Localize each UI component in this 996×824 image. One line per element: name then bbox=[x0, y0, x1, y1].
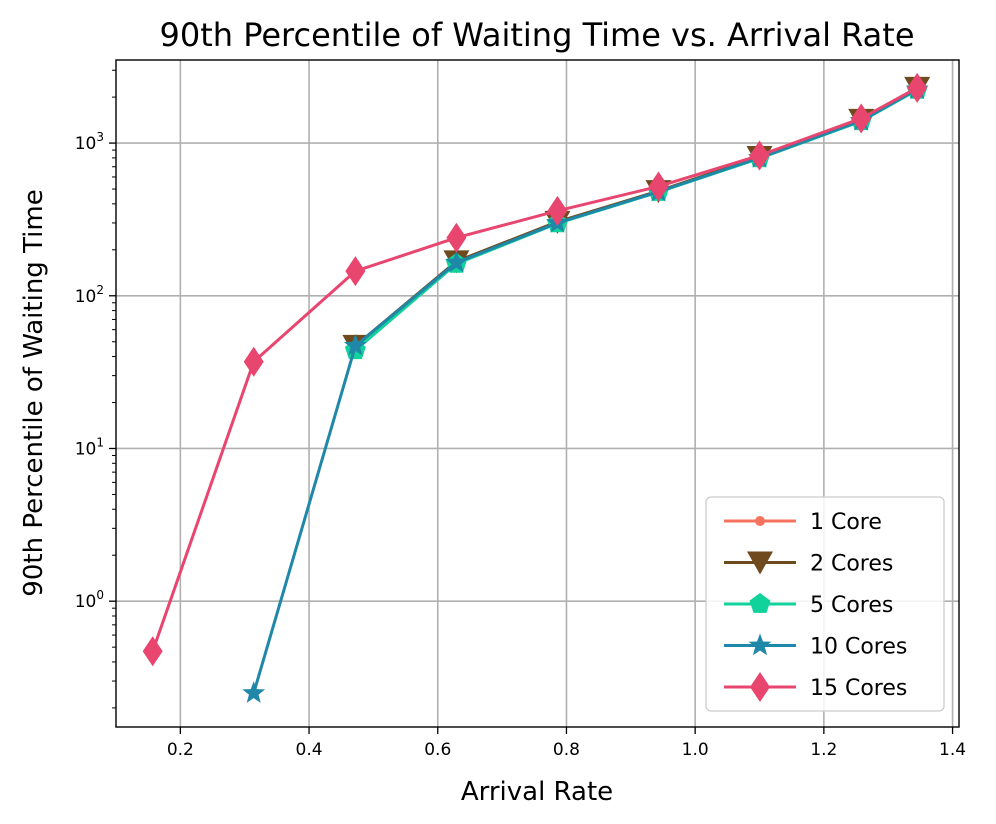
y-tick-exponent: 2 bbox=[96, 283, 104, 297]
plot-area-frame bbox=[115, 59, 960, 728]
grid-lines bbox=[116, 60, 959, 727]
y-tick-label: 103 bbox=[75, 130, 104, 154]
data-point bbox=[343, 333, 367, 356]
legend-label: 1 Core bbox=[810, 510, 882, 535]
series-line bbox=[252, 87, 918, 694]
data-point bbox=[445, 250, 468, 273]
x-tick-label: 0.8 bbox=[553, 740, 580, 760]
data-point bbox=[345, 256, 366, 287]
data-point bbox=[142, 636, 163, 667]
data-point bbox=[446, 222, 467, 253]
x-tick-label: 1.4 bbox=[939, 740, 966, 760]
data-point bbox=[749, 140, 770, 171]
x-tick-label: 1.2 bbox=[810, 740, 837, 760]
data-series bbox=[142, 72, 931, 703]
legend-marker bbox=[750, 672, 770, 702]
chart-title: 90th Percentile of Waiting Time vs. Arri… bbox=[159, 16, 914, 54]
series-2-cores bbox=[342, 76, 931, 358]
data-point bbox=[243, 346, 264, 377]
y-axis-label: 90th Percentile of Waiting Time bbox=[19, 189, 49, 596]
y-tick-exponent: 1 bbox=[96, 435, 104, 449]
legend-marker bbox=[755, 516, 765, 526]
data-point bbox=[547, 195, 568, 226]
legend-marker bbox=[747, 551, 773, 575]
legend-label: 5 Cores bbox=[810, 593, 893, 618]
legend-label: 15 Cores bbox=[810, 676, 907, 701]
y-tick-exponent: 0 bbox=[96, 588, 104, 602]
y-tick-label: 100 bbox=[75, 588, 104, 612]
legend-label: 10 Cores bbox=[810, 635, 907, 660]
x-tick-label: 0.2 bbox=[167, 740, 194, 760]
data-point bbox=[907, 72, 928, 103]
x-tick-label: 0.4 bbox=[296, 740, 323, 760]
y-tick-base: 10 bbox=[75, 592, 97, 612]
legend: 1 Core 2 Cores 5 Cores 10 Cores 15 Cores bbox=[705, 496, 945, 712]
y-tick-exponent: 3 bbox=[96, 130, 104, 144]
series-1-core bbox=[350, 84, 923, 353]
data-point bbox=[648, 171, 669, 202]
data-point bbox=[851, 103, 872, 134]
x-axis-label: Arrival Rate bbox=[461, 777, 613, 807]
data-point bbox=[242, 681, 266, 703]
series-15-cores bbox=[142, 72, 928, 667]
legend-box bbox=[705, 496, 945, 712]
legend-marker bbox=[748, 633, 772, 656]
legend-label: 2 Cores bbox=[810, 552, 893, 577]
x-tick-label: 0.6 bbox=[424, 740, 451, 760]
y-tick-base: 10 bbox=[75, 287, 97, 307]
y-tick-base: 10 bbox=[75, 439, 97, 459]
y-tick-label: 102 bbox=[75, 283, 104, 307]
legend-marker bbox=[749, 593, 771, 613]
y-tick-label: 101 bbox=[75, 435, 104, 459]
x-tick-label: 1.0 bbox=[682, 740, 709, 760]
y-tick-base: 10 bbox=[75, 134, 97, 154]
series-line bbox=[354, 86, 918, 348]
series-5-cores bbox=[344, 78, 928, 360]
